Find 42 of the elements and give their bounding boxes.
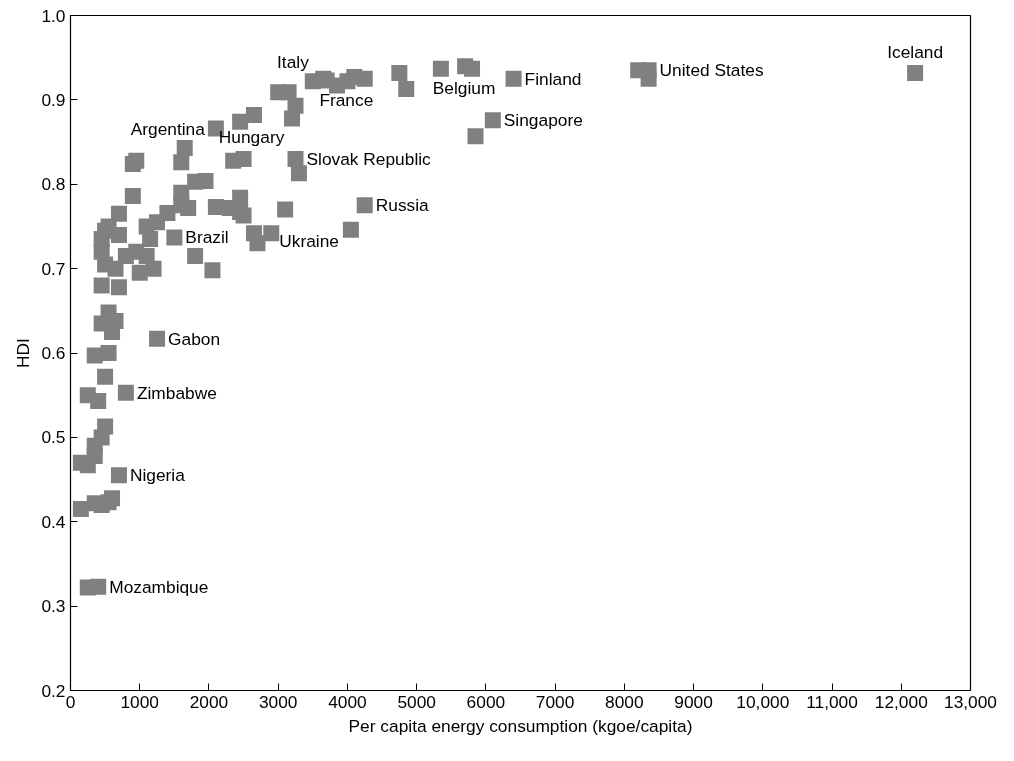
annotation: Mozambique [109, 576, 209, 597]
x-tick-label: 7000 [535, 691, 575, 712]
x-tick-label: 5000 [397, 691, 436, 712]
x-tick-label: 12,000 [874, 691, 928, 712]
annotation: Italy [277, 52, 310, 73]
x-tick-label: 2000 [189, 691, 229, 712]
annotation: Belgium [432, 77, 496, 98]
annotation: Finland [524, 68, 582, 89]
annotation: France [319, 90, 374, 111]
x-tick-label: 3000 [258, 691, 298, 712]
annotation: United States [659, 60, 764, 81]
x-tick-label: 8000 [605, 691, 644, 712]
y-tick-label: 0.9 [41, 89, 66, 110]
annotation: Slovak Republic [306, 148, 432, 169]
y-tick-label: 0.4 [41, 511, 66, 532]
x-tick-label: 1000 [120, 691, 160, 712]
annotation: Russia [375, 195, 430, 216]
x-tick-label: 6000 [466, 691, 506, 712]
y-tick-label: 0.5 [41, 427, 66, 448]
x-axis-title: Per capita energy consumption (kgoe/capita) [348, 715, 693, 736]
annotation: Brazil [185, 227, 229, 248]
annotation: Hungary [218, 126, 285, 147]
x-tick-label: 10,000 [736, 691, 790, 712]
annotation: Zimbabwe [136, 382, 217, 403]
x-tick-label: 11,000 [806, 691, 858, 712]
annotation: Iceland [887, 41, 944, 62]
y-tick-label: 0.8 [41, 174, 66, 195]
x-tick-label: 13,000 [944, 691, 997, 712]
y-axis-title: HDI [13, 338, 34, 368]
x-tick-label: 4000 [328, 691, 367, 712]
annotation: Singapore [503, 110, 583, 131]
y-tick-label: 0.7 [41, 258, 66, 279]
x-tick-label: 9000 [674, 691, 713, 712]
y-tick-label: 0.3 [41, 596, 66, 617]
annotation: Gabon [168, 328, 221, 349]
annotation: Ukraine [279, 231, 339, 252]
y-tick-label: 1.0 [41, 5, 66, 26]
y-tick-label: 0.6 [41, 343, 66, 363]
x-tick-label: 0 [65, 691, 76, 712]
annotation: Argentina [130, 118, 206, 139]
y-tick-label: 0.2 [41, 680, 66, 701]
annotation: Nigeria [129, 465, 186, 486]
